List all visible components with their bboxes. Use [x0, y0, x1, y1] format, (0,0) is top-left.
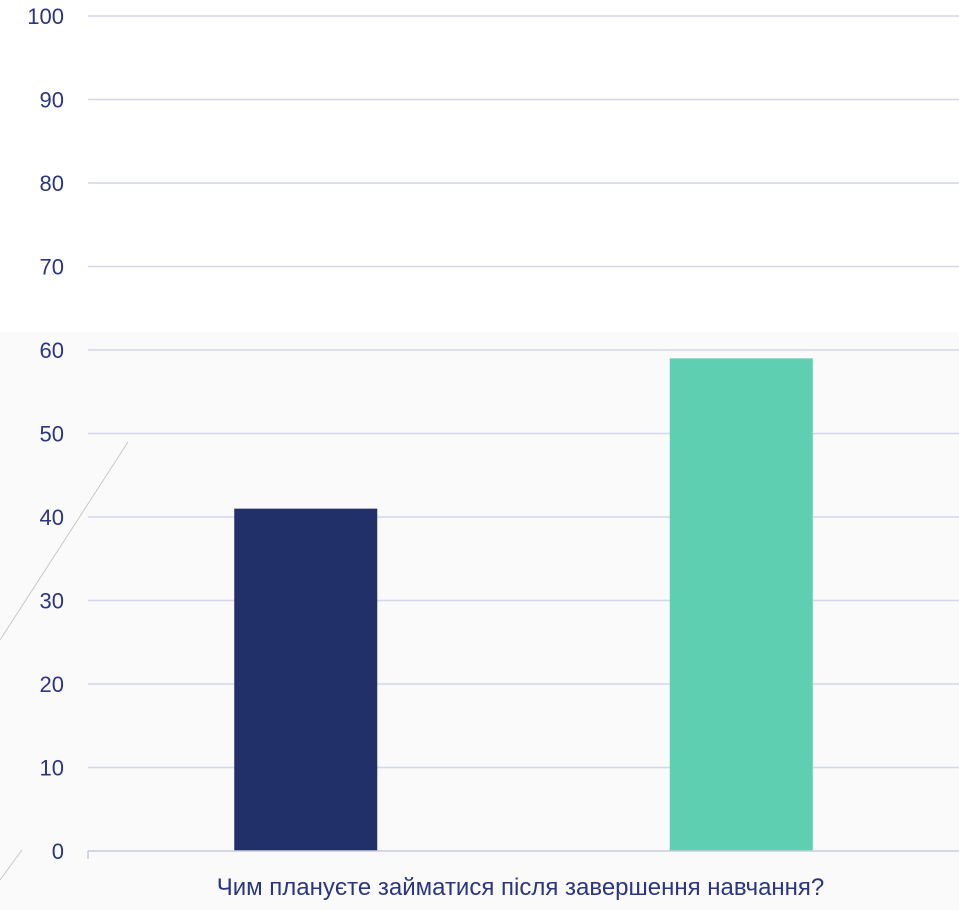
y-tick-label: 20 — [40, 672, 64, 697]
y-tick-label: 100 — [27, 4, 64, 29]
y-tick-label: 80 — [40, 171, 64, 196]
bars — [234, 358, 813, 851]
decorative-diagonal-line-lower — [0, 849, 23, 881]
x-axis: Чим плануєте займатися після завершення … — [87, 850, 959, 901]
y-tick-label: 30 — [40, 589, 64, 614]
bar-series-1 — [234, 508, 378, 851]
y-tick-label: 0 — [52, 839, 64, 864]
y-tick-label: 40 — [40, 505, 64, 530]
gridlines — [88, 15, 959, 769]
y-tick-label: 60 — [40, 338, 64, 363]
y-tick-label: 50 — [40, 422, 64, 447]
x-category-label: Чим плануєте займатися після завершення … — [217, 874, 825, 901]
y-axis-tick-labels: 0 10 20 30 40 50 60 70 80 90 100 — [27, 4, 64, 864]
background-lower-panel — [0, 332, 959, 910]
y-tick-label: 90 — [40, 88, 64, 113]
bar-series-2 — [669, 358, 813, 851]
y-tick-label: 10 — [40, 756, 64, 781]
y-tick-label: 70 — [40, 255, 64, 280]
decorative-diagonal-line — [0, 441, 129, 641]
